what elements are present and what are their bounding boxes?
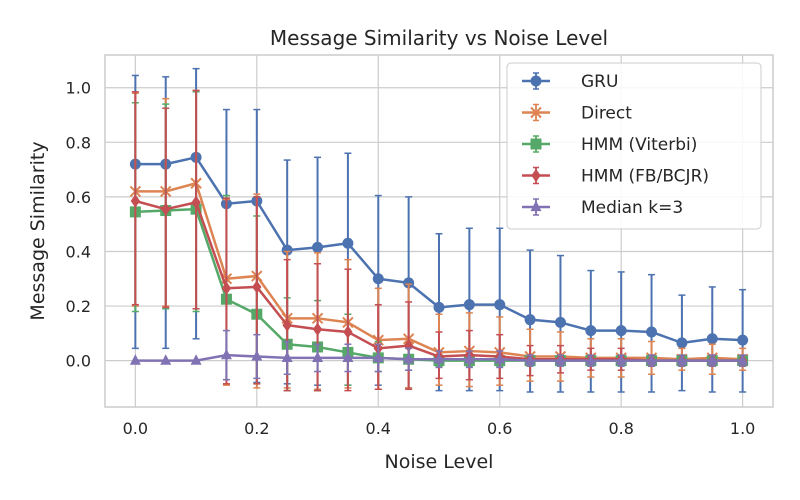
data-point <box>494 352 506 364</box>
x-tick-label: 0.4 <box>366 419 391 438</box>
data-point <box>585 325 597 337</box>
data-point <box>530 138 542 150</box>
data-point <box>190 354 202 365</box>
legend-item: HMM (FB/BCJR) <box>522 167 709 187</box>
data-point <box>433 301 445 313</box>
plot-frame <box>104 54 774 408</box>
chart-title: Message Similarity vs Noise Level <box>270 26 608 50</box>
y-tick-label: 0.8 <box>66 133 91 152</box>
y-tick-label: 1.0 <box>66 79 91 98</box>
data-point <box>342 237 354 249</box>
data-point <box>585 354 597 365</box>
data-point <box>342 351 354 363</box>
data-point <box>554 316 566 328</box>
data-point <box>221 281 232 295</box>
data-point <box>646 354 658 365</box>
data-point <box>372 351 384 363</box>
y-axis-label: Message Similarity <box>27 141 49 320</box>
data-point <box>282 318 292 332</box>
legend-label: GRU <box>581 72 618 92</box>
data-point <box>615 354 627 365</box>
legend-label: HMM (FB/BCJR) <box>581 167 709 187</box>
data-point <box>530 106 542 119</box>
data-point <box>403 352 415 364</box>
data-point <box>737 334 749 346</box>
legend-label: Direct <box>581 104 632 124</box>
x-tick-label: 0.2 <box>244 419 269 438</box>
data-point <box>251 350 263 361</box>
data-point <box>524 354 536 365</box>
data-point <box>220 348 232 360</box>
data-point <box>312 351 324 363</box>
data-point <box>615 325 627 337</box>
x-tick-label: 0.6 <box>487 419 512 438</box>
series-layer <box>129 67 749 393</box>
data-point <box>372 273 384 285</box>
legend-label: Median k=3 <box>581 198 683 218</box>
legend-item: GRU <box>522 72 618 92</box>
data-point <box>161 202 171 216</box>
data-point <box>530 200 542 212</box>
legend-item: Direct <box>522 104 632 124</box>
data-point <box>403 339 414 353</box>
data-point <box>676 354 688 365</box>
data-point <box>676 337 688 349</box>
data-point <box>281 244 293 256</box>
data-point <box>130 194 141 208</box>
data-point <box>191 195 201 209</box>
x-tick-label: 0.0 <box>123 419 148 438</box>
x-tick-label: 0.8 <box>608 419 633 438</box>
data-point <box>531 168 541 183</box>
legend-frame <box>506 62 762 230</box>
data-point <box>343 325 353 339</box>
data-point <box>737 354 749 365</box>
legend-item: Median k=3 <box>522 198 683 218</box>
data-point <box>463 299 475 311</box>
data-point <box>312 322 323 336</box>
legend-label: HMM (Viterbi) <box>581 135 697 155</box>
y-tick-label: 0.0 <box>66 352 91 371</box>
data-point <box>252 280 262 294</box>
x-axis-label: Noise Level <box>385 451 494 473</box>
legend: GRU Direct HMM (Viterbi) HMM (FB/BCJR) Media… <box>506 62 762 230</box>
data-point <box>160 354 172 365</box>
axis-ticks: 0.0 0.2 0.4 0.6 0.8 1.0 0.0 0.2 0.4 0.6 0.8 1.0 <box>66 79 756 438</box>
x-marker-stroke <box>530 106 542 119</box>
data-point <box>530 75 542 87</box>
legend-item: HMM (Viterbi) <box>522 135 697 155</box>
series-median-k-3 <box>129 329 749 381</box>
data-point <box>706 333 718 345</box>
y-tick-label: 0.6 <box>66 188 91 207</box>
data-point <box>281 351 293 363</box>
data-point <box>646 326 658 338</box>
data-point <box>129 354 141 365</box>
y-tick-label: 0.4 <box>66 242 91 261</box>
data-point <box>433 352 445 364</box>
data-point <box>554 354 566 365</box>
data-point <box>403 277 415 289</box>
data-point <box>524 314 536 326</box>
y-tick-label: 0.2 <box>66 297 91 316</box>
data-point <box>463 352 475 364</box>
data-point <box>494 299 506 311</box>
data-point <box>312 241 324 253</box>
data-point <box>706 354 718 365</box>
x-tick-label: 1.0 <box>730 419 755 438</box>
